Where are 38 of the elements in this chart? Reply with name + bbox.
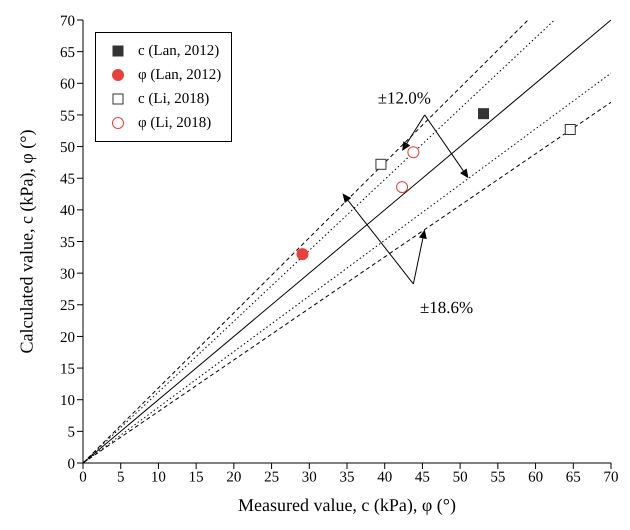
y-tick-label: 30 [60, 266, 75, 282]
legend-label: φ (Li, 2018) [138, 114, 212, 132]
y-axis-title: Calculated value, c (kPa), φ (°) [16, 129, 36, 354]
annotation: ±12.0% [378, 88, 431, 108]
x-tick-label: 5 [116, 470, 124, 486]
annotation: ±18.6% [420, 298, 474, 318]
y-tick-label: 15 [60, 361, 75, 378]
legend-label: φ (Lan, 2012) [138, 66, 222, 84]
x-tick-label: 30 [302, 470, 317, 486]
y-tick-label: 70 [60, 13, 75, 30]
x-tick-label: 10 [150, 470, 166, 486]
y-tick-label: 60 [60, 76, 75, 93]
y-tick-label: 20 [60, 330, 75, 346]
x-tick-label: 0 [79, 470, 87, 486]
y-tick-label: 25 [60, 298, 75, 314]
x-tick-label: 60 [528, 470, 544, 486]
x-tick-label: 25 [264, 470, 280, 486]
x-tick-label: 40 [377, 470, 392, 486]
x-tick-label: 55 [490, 470, 506, 486]
x-tick-label: 20 [226, 470, 242, 486]
x-axis-title: Measured value, c (kPa), φ (°) [238, 495, 456, 515]
x-tick-label: 45 [414, 470, 430, 486]
y-tick-label: 5 [68, 424, 75, 441]
y-tick-label: 55 [60, 108, 75, 124]
y-tick-label: 0 [68, 456, 75, 472]
x-tick-label: 15 [188, 470, 204, 486]
legend-label: c (Lan, 2012) [138, 42, 220, 60]
x-tick-label: 35 [340, 470, 354, 486]
y-tick-label: 40 [60, 203, 75, 220]
y-tick-label: 45 [60, 172, 75, 188]
x-tick-label: 70 [604, 470, 618, 486]
y-tick-label: 35 [60, 234, 75, 251]
x-tick-label: 50 [452, 470, 468, 486]
x-tick-label: 65 [566, 470, 581, 486]
y-tick-label: 65 [60, 44, 75, 61]
legend-label: c (Li, 2018) [138, 90, 210, 108]
y-tick-label: 50 [60, 140, 75, 156]
y-tick-label: 10 [60, 393, 75, 410]
